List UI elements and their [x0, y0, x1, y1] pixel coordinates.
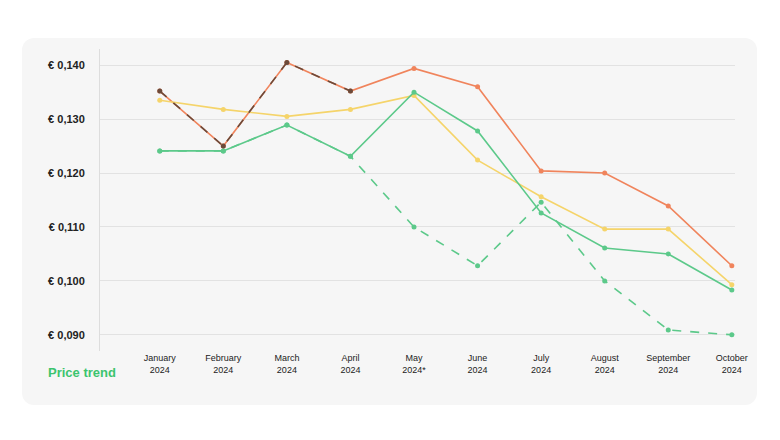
svg-text:March2024: March2024 — [274, 353, 299, 375]
svg-text:September2024: September2024 — [646, 353, 690, 375]
svg-text:€ 0,100: € 0,100 — [48, 275, 85, 287]
svg-text:January2024: January2024 — [144, 353, 177, 375]
svg-text:€ 0,130: € 0,130 — [48, 113, 85, 125]
svg-text:Price trend: Price trend — [48, 365, 116, 380]
svg-text:May2024*: May2024* — [402, 353, 426, 375]
svg-text:€ 0,120: € 0,120 — [48, 167, 85, 179]
svg-text:October2024: October2024 — [716, 353, 748, 375]
svg-text:August2024: August2024 — [591, 353, 620, 375]
svg-text:February2024: February2024 — [205, 353, 242, 375]
svg-text:July2024: July2024 — [531, 353, 551, 375]
svg-text:€ 0,090: € 0,090 — [48, 329, 85, 341]
svg-text:June2024: June2024 — [468, 353, 488, 375]
svg-text:€ 0,110: € 0,110 — [49, 221, 85, 233]
svg-text:€ 0,140: € 0,140 — [48, 59, 85, 71]
svg-text:April2024: April2024 — [340, 353, 360, 375]
